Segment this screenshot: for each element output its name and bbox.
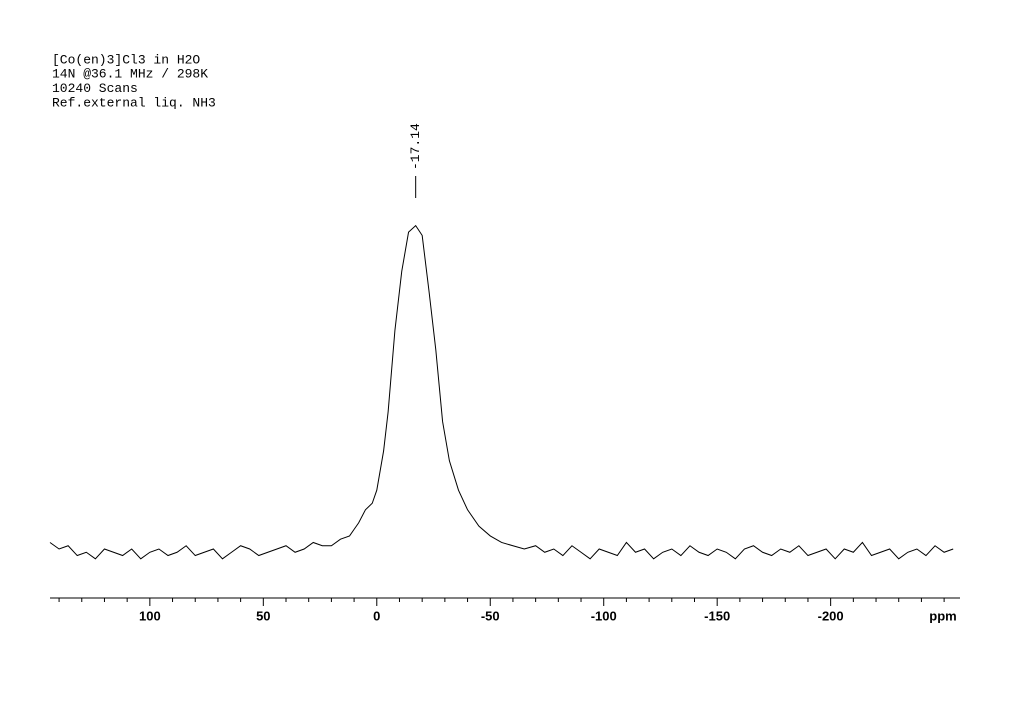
info-line: 10240 Scans: [52, 81, 138, 96]
info-line: 14N @36.1 MHz / 298K: [52, 67, 208, 82]
x-tick-label: 0: [373, 608, 380, 623]
spectrum-line: [49, 224, 954, 560]
x-tick-label: -100: [591, 608, 617, 623]
x-tick-label: -150: [704, 608, 730, 623]
x-tick-label: 100: [139, 608, 161, 623]
info-line: Ref.external liq. NH3: [52, 95, 216, 110]
peak-label: -17.14: [408, 123, 423, 170]
x-tick-label: -50: [481, 608, 500, 623]
info-line: [Co(en)3]Cl3 in H2O: [52, 52, 200, 67]
x-tick-label: 50: [256, 608, 270, 623]
x-tick-label: -200: [818, 608, 844, 623]
x-axis-label: ppm: [929, 608, 956, 623]
